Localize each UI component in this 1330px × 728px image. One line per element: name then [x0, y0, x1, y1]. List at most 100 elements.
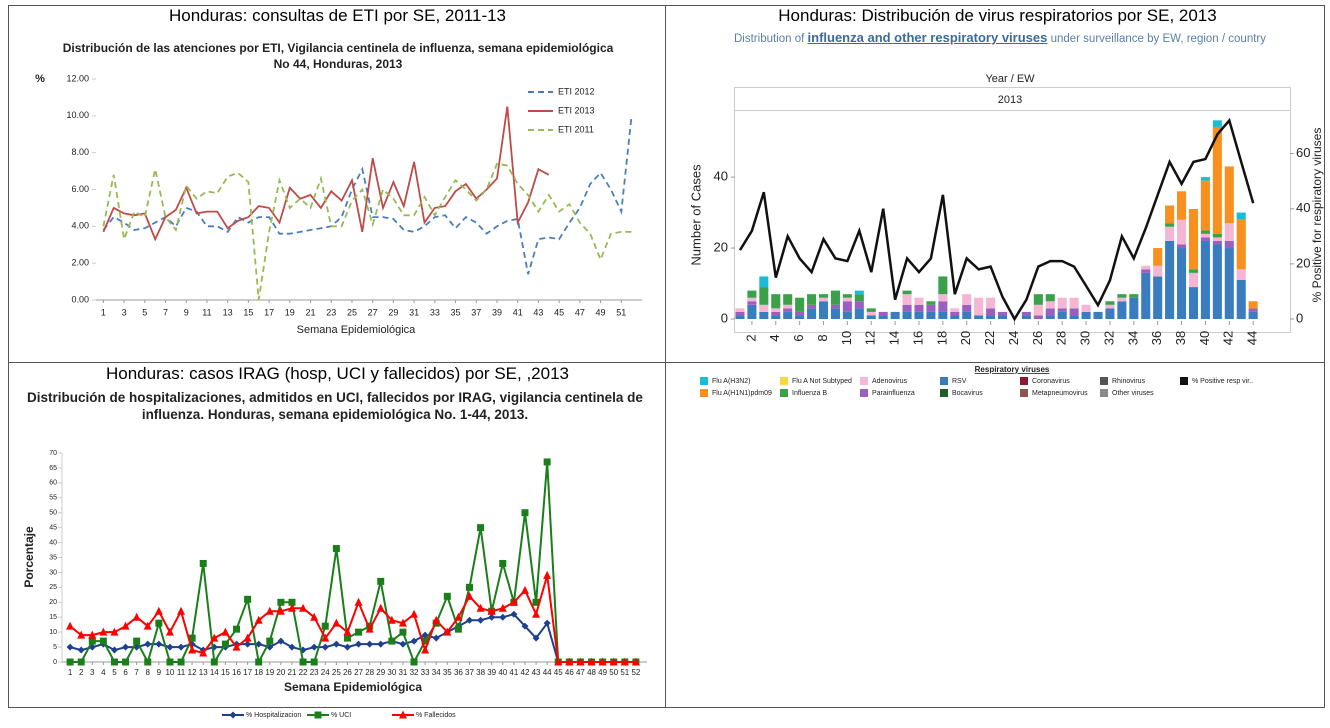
bar-segment — [997, 311, 1008, 316]
legend-label: Influenza B — [792, 390, 827, 397]
legend-swatch — [1100, 377, 1108, 385]
y-tick-label: 70 — [49, 450, 57, 457]
x-tick-label: 11 — [177, 668, 186, 677]
marker — [476, 603, 485, 612]
legend-label: Metapneumovirus — [1032, 390, 1088, 397]
marker — [355, 640, 363, 648]
x-tick-label: 20 — [276, 668, 285, 677]
bar-segment — [854, 294, 864, 302]
x-tick-label: 10 — [839, 331, 854, 345]
marker — [543, 458, 551, 466]
marker — [521, 509, 529, 517]
marker — [410, 658, 418, 666]
marker — [454, 612, 463, 621]
marker — [543, 570, 552, 579]
bar-segment — [759, 304, 769, 312]
x-tick-label: 32 — [410, 668, 419, 677]
x-tick-label: 38 — [476, 668, 485, 677]
series-line — [102, 162, 632, 301]
bar-segment — [914, 304, 924, 312]
x-tick-label: 52 — [631, 668, 640, 677]
y-tick-label: 20 — [714, 239, 728, 254]
bar-segment — [783, 294, 793, 305]
bar-segment — [878, 311, 888, 316]
bar-segment — [1105, 301, 1115, 305]
bar-segment — [1177, 191, 1187, 220]
marker — [343, 634, 351, 642]
bar-segment — [1224, 166, 1234, 224]
marker — [77, 630, 86, 639]
bar-segment — [1141, 269, 1151, 273]
marker — [314, 711, 322, 719]
marker — [443, 592, 451, 600]
x-tick-label: 19 — [285, 307, 295, 317]
marker — [177, 658, 185, 666]
marker — [77, 658, 85, 666]
bar-segment — [1165, 226, 1175, 241]
marker — [122, 658, 130, 666]
bar-segment — [771, 315, 781, 319]
bar-segment — [938, 301, 948, 312]
bar-segment — [771, 308, 781, 312]
x-tick-label: 6 — [791, 334, 806, 341]
x-tick-label: 24 — [321, 668, 330, 677]
legend-label: Other viruses — [1112, 390, 1154, 397]
legend-label: % Positive resp vir.. — [1192, 378, 1253, 385]
bar-segment — [1033, 304, 1043, 316]
y-tick-label: 12.00 — [66, 73, 89, 83]
marker — [221, 640, 229, 648]
marker — [155, 619, 163, 627]
marker — [521, 622, 529, 630]
marker — [188, 645, 197, 654]
x-tick-label: 24 — [1006, 331, 1021, 345]
subtitle-link[interactable]: influenza and other respiratory viruses — [807, 30, 1048, 45]
x-tick-label: 18 — [934, 331, 949, 345]
x-tick-label: 25 — [332, 668, 341, 677]
x-tick-label: 29 — [376, 668, 385, 677]
marker — [154, 606, 163, 615]
bar-segment — [1129, 297, 1139, 319]
marker — [355, 628, 363, 636]
marker — [377, 577, 385, 585]
bar-segment — [1105, 308, 1115, 319]
x-tick-label: 7 — [134, 668, 139, 677]
chart-title: Distribución de las atenciones por ETI, … — [62, 41, 614, 71]
bar-segment — [747, 304, 757, 319]
bar-segment — [1093, 311, 1103, 319]
x-tick-label: 33 — [430, 307, 440, 317]
marker — [110, 658, 118, 666]
bar-segment — [818, 297, 829, 302]
marker — [199, 559, 207, 567]
bar-segment — [938, 294, 948, 302]
marker — [477, 524, 485, 532]
marker — [210, 633, 219, 642]
marker — [132, 612, 141, 621]
x-tick-label: 4 — [101, 668, 106, 677]
marker — [287, 603, 296, 612]
x-tick-label: 34 — [1125, 331, 1140, 345]
x-tick-label: 22 — [982, 331, 997, 345]
marker — [321, 622, 329, 630]
bar-segment — [997, 315, 1008, 319]
y-tick-label: 40 — [714, 169, 728, 184]
y-tick-label: 45 — [49, 524, 57, 531]
marker — [121, 621, 130, 630]
legend-label: % Fallecidos — [416, 712, 456, 719]
marker — [110, 646, 118, 654]
marker — [510, 610, 518, 618]
marker — [166, 658, 174, 666]
y-tick-label: 4.00 — [71, 221, 89, 231]
bar-segment — [1021, 311, 1031, 316]
y-axis-label: % — [35, 73, 45, 85]
marker — [366, 640, 374, 648]
y-tick-label: 60 — [49, 480, 57, 487]
marker — [66, 643, 74, 651]
x-tick-label: 47 — [575, 307, 585, 317]
x-tick-label: 21 — [306, 307, 316, 317]
bar-segment — [1188, 287, 1199, 319]
bar-segment — [1188, 209, 1199, 270]
y-tick-label: 6.00 — [71, 184, 89, 194]
x-tick-label: 51 — [620, 668, 629, 677]
bar-segment — [842, 301, 852, 312]
